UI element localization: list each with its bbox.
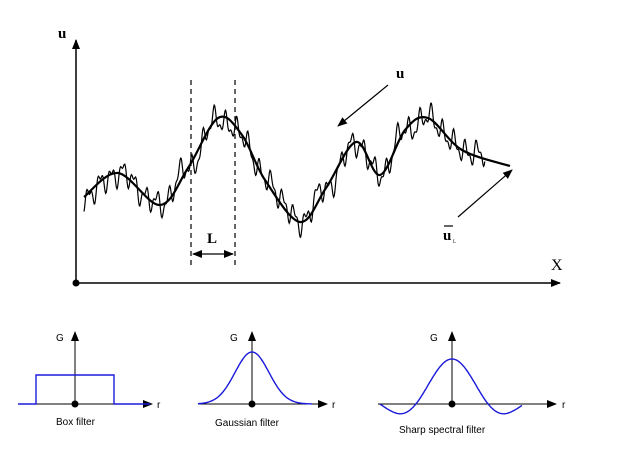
raw-signal-pointer-arrow (337, 84, 389, 127)
x-axis-label: X (551, 257, 563, 274)
box-filter-y-label: G (56, 333, 64, 344)
raw-signal-curve (83, 102, 486, 239)
gaussian-filter-x-label: r (332, 400, 336, 411)
filtered-signal-pointer-arrow (457, 169, 513, 218)
sharp-spectral-filter-curve (379, 358, 523, 415)
sharp-spectral-filter-panel: G r Sharp spectral filter (378, 331, 566, 436)
gaussian-filter-caption: Gaussian filter (215, 418, 280, 429)
main-plot: u X L u u L (58, 26, 563, 287)
gaussian-filter-origin-dot (248, 400, 256, 408)
filter-width-label: L (207, 231, 217, 247)
box-filter-origin-dot (71, 400, 79, 408)
raw-signal-label: u (396, 66, 404, 82)
filtered-signal-subscript: L (453, 240, 456, 245)
origin-dot (72, 279, 80, 287)
box-filter-x-label: r (157, 400, 161, 411)
gaussian-filter-y-label: G (230, 333, 238, 344)
box-filter-panel: G r Box filter (18, 331, 161, 428)
box-filter-caption: Box filter (56, 417, 96, 428)
sharp-spectral-filter-origin-dot (448, 400, 456, 408)
sharp-spectral-filter-y-label: G (430, 333, 438, 344)
y-axis-label: u (58, 26, 66, 42)
sharp-spectral-filter-x-label: r (562, 400, 566, 411)
filtered-signal-symbol: u (443, 228, 451, 244)
filtered-signal-curve (83, 115, 511, 224)
box-filter-curve (18, 374, 150, 405)
gaussian-filter-curve (197, 351, 312, 405)
gaussian-filter-panel: G r Gaussian filter (197, 331, 336, 429)
filtered-signal-label: u L (443, 225, 456, 245)
sharp-spectral-filter-caption: Sharp spectral filter (399, 425, 486, 436)
